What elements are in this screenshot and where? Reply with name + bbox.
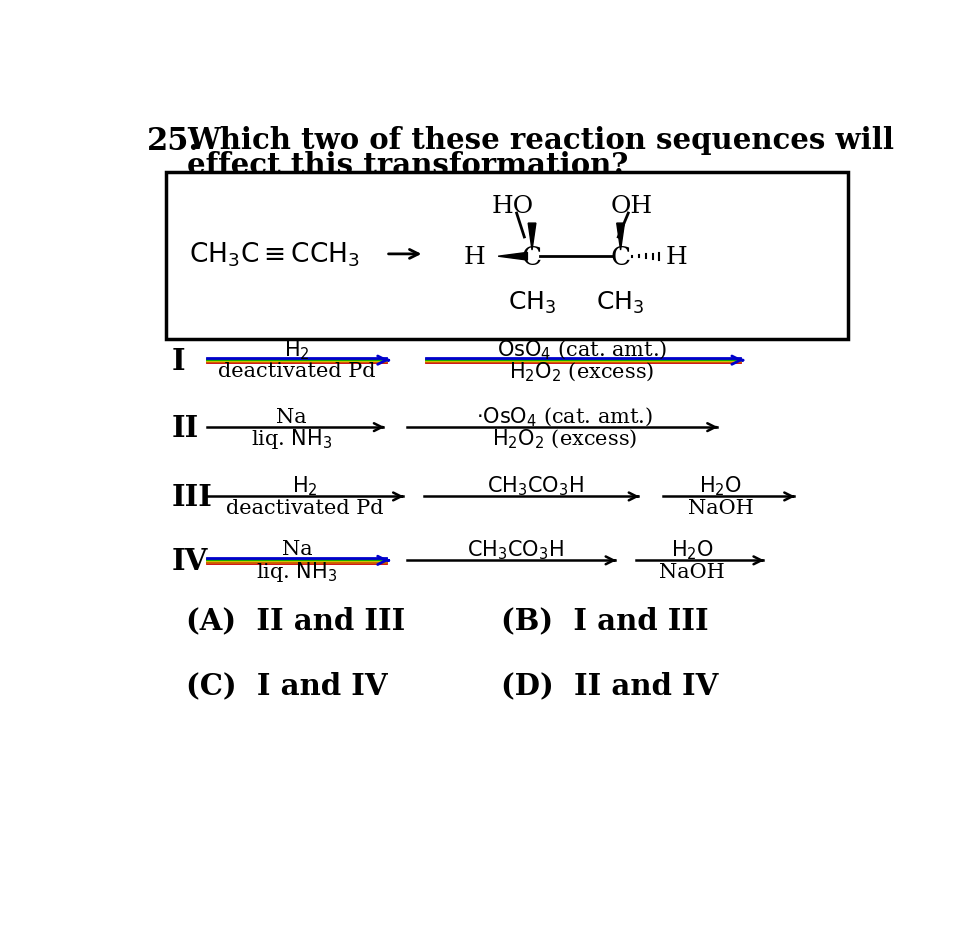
Text: 25.: 25. (147, 126, 200, 157)
Text: I: I (172, 346, 186, 375)
Text: $\cdot\mathsf{OsO_4}$ (cat. amt.): $\cdot\mathsf{OsO_4}$ (cat. amt.) (476, 405, 653, 429)
Text: III: III (172, 482, 213, 511)
Text: NaOH: NaOH (688, 498, 753, 518)
Polygon shape (528, 224, 536, 251)
Text: $\mathsf{OsO_4}$ (cat. amt.): $\mathsf{OsO_4}$ (cat. amt.) (497, 339, 667, 361)
Text: C: C (522, 244, 542, 270)
Polygon shape (616, 224, 624, 251)
Text: $\mathsf{CH_3CO_3H}$: $\mathsf{CH_3CO_3H}$ (487, 475, 584, 498)
Text: HO: HO (492, 195, 534, 218)
Text: liq. $\mathsf{NH_3}$: liq. $\mathsf{NH_3}$ (257, 560, 338, 583)
Text: deactivated Pd: deactivated Pd (219, 362, 376, 381)
Text: $\mathsf{CH_3}$: $\mathsf{CH_3}$ (508, 290, 556, 316)
Text: $\mathsf{H_2}$: $\mathsf{H_2}$ (284, 338, 310, 362)
Text: (D)  II and IV: (D) II and IV (502, 671, 718, 700)
Text: $\mathsf{CH_3C{\equiv}CCH_3}$: $\mathsf{CH_3C{\equiv}CCH_3}$ (189, 241, 360, 269)
Text: II: II (172, 413, 199, 442)
Text: C: C (610, 244, 631, 270)
Text: IV: IV (172, 547, 208, 576)
Text: $\mathsf{CH_3CO_3H}$: $\mathsf{CH_3CO_3H}$ (467, 537, 564, 561)
Text: Which two of these reaction sequences will: Which two of these reaction sequences wi… (187, 126, 894, 155)
Text: $\mathsf{H_2O}$: $\mathsf{H_2O}$ (699, 475, 743, 498)
Text: Na: Na (276, 407, 307, 427)
Text: H: H (464, 245, 485, 269)
Text: (B)  I and III: (B) I and III (502, 606, 709, 635)
Text: deactivated Pd: deactivated Pd (226, 498, 384, 518)
Text: NaOH: NaOH (659, 562, 725, 581)
Text: $\mathsf{H_2O_2}$ (excess): $\mathsf{H_2O_2}$ (excess) (509, 360, 655, 383)
Text: $\mathsf{H_2}$: $\mathsf{H_2}$ (292, 475, 318, 498)
Bar (166, 172, 848, 339)
Text: (C)  I and IV: (C) I and IV (186, 671, 387, 700)
Text: $\mathsf{H_2O_2}$ (excess): $\mathsf{H_2O_2}$ (excess) (492, 427, 637, 450)
Text: H: H (666, 245, 687, 269)
Text: $\mathsf{H_2O}$: $\mathsf{H_2O}$ (671, 537, 713, 561)
Text: OH: OH (611, 195, 653, 218)
Polygon shape (499, 253, 528, 261)
Text: effect this transformation?: effect this transformation? (187, 151, 628, 180)
Text: liq. $\mathsf{NH_3}$: liq. $\mathsf{NH_3}$ (251, 427, 332, 450)
Text: $\mathsf{CH_3}$: $\mathsf{CH_3}$ (597, 290, 644, 316)
Text: (A)  II and III: (A) II and III (186, 606, 404, 635)
Text: Na: Na (282, 540, 312, 559)
